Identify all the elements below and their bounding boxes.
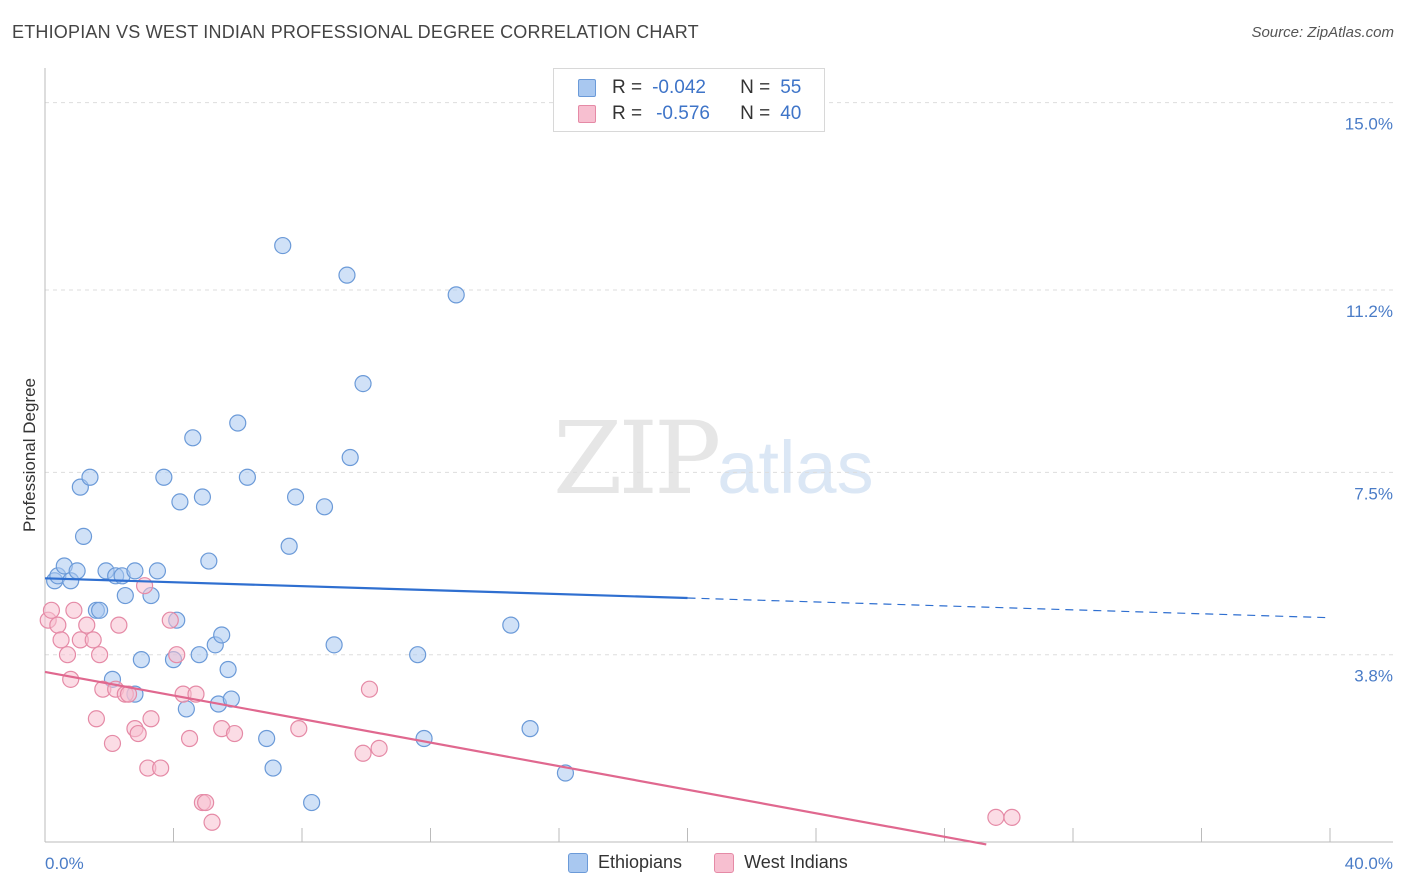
point-west-indians: [52, 631, 70, 649]
chart-title: ETHIOPIAN VS WEST INDIAN PROFESSIONAL DE…: [12, 22, 699, 42]
legend-row-ethiopians: R = -0.042 N = 55: [578, 76, 801, 100]
point-ethiopians: [190, 646, 208, 664]
point-west-indians: [119, 685, 138, 703]
point-ethiopians: [447, 286, 465, 304]
point-west-indians: [142, 710, 160, 728]
point-west-indians: [1003, 808, 1021, 826]
point-ethiopians: [74, 527, 93, 546]
point-ethiopians: [132, 651, 150, 669]
point-ethiopians: [521, 720, 539, 738]
point-ethiopians: [274, 236, 292, 255]
legend-swatch-ethiopians: [578, 79, 596, 97]
point-west-indians: [65, 601, 83, 619]
point-west-indians: [103, 734, 122, 753]
point-ethiopians: [229, 414, 247, 432]
point-ethiopians: [502, 616, 520, 634]
point-west-indians: [370, 739, 388, 757]
point-ethiopians: [148, 562, 167, 580]
legend-swatch-west-indians: [578, 105, 596, 123]
point-west-indians: [62, 670, 80, 688]
point-ethiopians: [200, 552, 218, 570]
point-ethiopians: [280, 537, 298, 555]
point-ethiopians: [315, 498, 334, 516]
x-tick-label: 0.0%: [45, 854, 84, 873]
point-west-indians: [129, 724, 147, 743]
point-west-indians: [203, 813, 221, 831]
y-tick-label: 7.5%: [1354, 484, 1393, 503]
point-ethiopians: [264, 759, 282, 777]
correlation-legend: R = -0.042 N = 55 R = -0.576 N = 40: [553, 68, 825, 132]
series-label-west-indians: West Indians: [744, 852, 848, 872]
point-ethiopians: [184, 429, 202, 447]
point-west-indians: [87, 710, 106, 728]
point-ethiopians: [81, 468, 99, 486]
point-west-indians: [78, 616, 96, 634]
series-legend-ethiopians[interactable]: Ethiopians: [568, 852, 682, 873]
point-west-indians: [84, 631, 102, 649]
series-legend-west-indians[interactable]: West Indians: [714, 852, 848, 873]
series-swatch-west-indians: [714, 852, 735, 873]
point-ethiopians: [171, 493, 189, 511]
point-ethiopians: [213, 626, 231, 644]
y-axis-label: Professional Degree: [20, 378, 39, 532]
point-ethiopians: [415, 729, 433, 748]
point-ethiopians: [286, 488, 305, 506]
point-ethiopians: [177, 700, 195, 718]
point-west-indians: [197, 793, 215, 812]
point-ethiopians: [238, 468, 256, 486]
point-west-indians: [168, 646, 186, 664]
point-ethiopians: [68, 562, 86, 580]
legend-n-value: 55: [780, 77, 802, 98]
point-ethiopians: [409, 646, 427, 664]
point-ethiopians: [258, 729, 276, 748]
legend-r-value: -0.042: [652, 77, 706, 98]
series-swatch-ethiopians: [568, 852, 588, 873]
y-tick-label: 3.8%: [1354, 667, 1393, 686]
series-label-ethiopians: Ethiopians: [598, 852, 683, 872]
watermark-atlas: atlas: [717, 426, 874, 509]
legend-r-label: R =: [612, 77, 643, 98]
point-ethiopians: [219, 660, 237, 679]
point-ethiopians: [116, 586, 134, 605]
point-ethiopians: [303, 793, 321, 812]
trend-line-ethiopians-extension: [687, 597, 1331, 619]
point-west-indians: [161, 611, 179, 629]
legend-n-value: 40: [780, 103, 802, 124]
trend-line-ethiopians: [44, 577, 688, 600]
legend-row-west-indians: R = -0.576 N = 40: [578, 102, 801, 126]
point-ethiopians: [91, 601, 109, 619]
point-west-indians: [49, 616, 67, 634]
point-ethiopians: [325, 636, 343, 654]
series-legend: Ethiopians West Indians: [568, 852, 880, 873]
point-west-indians: [152, 759, 170, 777]
point-west-indians: [110, 616, 128, 634]
point-west-indians: [42, 601, 61, 619]
point-ethiopians: [338, 266, 356, 284]
point-west-indians: [987, 808, 1005, 826]
point-ethiopians: [341, 448, 359, 467]
y-tick-label: 15.0%: [1345, 115, 1393, 134]
point-ethiopians: [354, 375, 372, 393]
source-label: Source: ZipAtlas.com: [1251, 24, 1394, 41]
legend-n-label: N =: [740, 77, 771, 98]
legend-r-value: -0.576: [656, 103, 710, 124]
point-west-indians: [354, 744, 372, 762]
watermark: ZIPatlas: [553, 400, 874, 517]
point-ethiopians: [193, 488, 212, 506]
x-tick-label: 40.0%: [1345, 854, 1393, 873]
trend-line-west-indians: [44, 670, 987, 846]
point-west-indians: [180, 729, 199, 748]
watermark-zip: ZIP: [553, 400, 721, 517]
point-west-indians: [225, 724, 244, 743]
point-west-indians: [91, 646, 109, 664]
point-west-indians: [58, 646, 77, 664]
point-ethiopians: [155, 468, 173, 486]
point-west-indians: [290, 720, 308, 738]
legend-r-label: R =: [612, 103, 643, 124]
y-tick-label: 11.2%: [1346, 302, 1393, 321]
legend-n-label: N =: [740, 103, 771, 124]
point-ethiopians: [126, 562, 144, 580]
point-west-indians: [360, 680, 379, 698]
